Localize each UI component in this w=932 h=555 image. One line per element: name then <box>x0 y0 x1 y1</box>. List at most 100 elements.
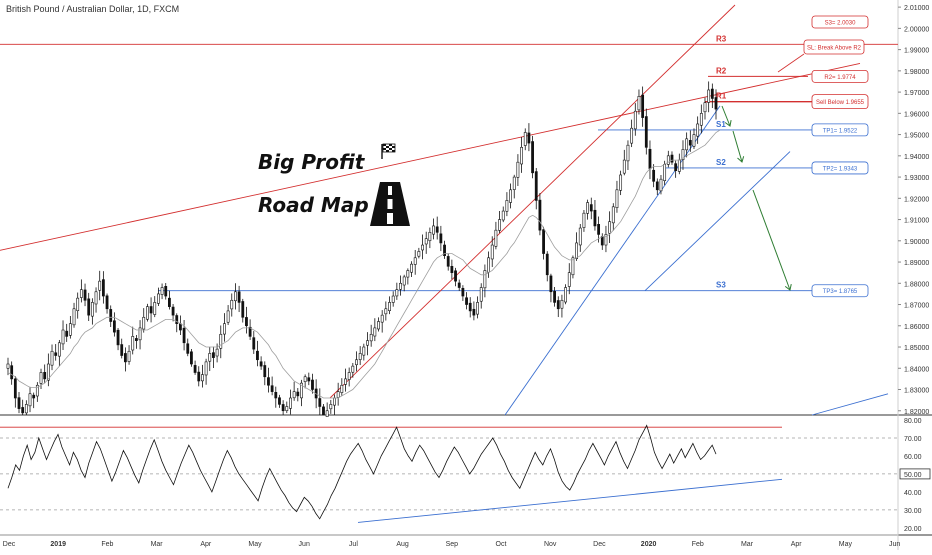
candle-body <box>424 238 428 245</box>
candle-body <box>39 372 43 384</box>
time-tick-label: Nov <box>544 541 557 548</box>
candle-body <box>193 365 197 373</box>
candle-body <box>17 397 21 409</box>
candle-body <box>90 302 94 317</box>
candle-body <box>417 251 421 257</box>
candle-body <box>641 94 645 118</box>
candle-body <box>112 320 116 333</box>
blue-lower-trendline <box>811 393 889 416</box>
candle-body <box>413 257 417 265</box>
candle-body <box>380 314 384 323</box>
candle-body <box>208 353 212 362</box>
candle-body <box>182 327 186 344</box>
candle-body <box>432 225 435 235</box>
candle-body <box>24 404 28 414</box>
candle-body <box>336 391 340 398</box>
callout-label: TP3= 1.8765 <box>823 289 858 295</box>
candle-body <box>685 138 689 151</box>
time-tick-label: Jul <box>349 541 358 548</box>
candle-body <box>175 315 179 324</box>
level-label-r1: R1 <box>716 92 727 101</box>
candle-body <box>230 299 234 310</box>
candle-body <box>329 404 333 410</box>
candle-body <box>648 148 652 169</box>
candle-body <box>670 154 674 163</box>
rsi-tick-label: 40.00 <box>904 490 922 497</box>
time-tick-label: Mar <box>151 541 164 548</box>
rsi-line <box>7 424 717 520</box>
candle-body <box>663 164 667 181</box>
candle-body <box>347 372 351 380</box>
candle-body <box>633 110 637 130</box>
candle-body <box>593 209 597 227</box>
rsi-value-badge <box>899 468 931 480</box>
candle-body <box>611 206 615 224</box>
candle-body <box>395 289 399 297</box>
candle-body <box>127 350 131 362</box>
green-arrow-1 <box>721 105 731 127</box>
candle-body <box>50 350 54 366</box>
candle-body <box>465 297 468 305</box>
price-tick-label: 1.95000 <box>904 133 929 140</box>
callout-box <box>811 94 869 110</box>
candle-body <box>270 385 274 392</box>
red-steep-trendline <box>329 4 736 399</box>
candle-body <box>65 330 69 337</box>
price-tick-label: 1.92000 <box>904 196 929 203</box>
candle-body <box>446 256 450 267</box>
price-tick-label: 1.99000 <box>904 48 929 55</box>
rsi-trendline <box>357 478 783 523</box>
candle-body <box>325 410 329 417</box>
price-tick-label: 1.89000 <box>904 260 929 267</box>
candle-body <box>186 343 190 354</box>
level-label-r2: R2 <box>716 66 727 75</box>
headline-line-2: Road Map <box>258 193 369 217</box>
time-tick-label: Mar <box>741 541 754 548</box>
rsi-tick-label: 80.00 <box>904 418 922 425</box>
candle-body <box>153 302 157 315</box>
candle-body <box>101 279 105 297</box>
candle-body <box>94 291 98 305</box>
candle-body <box>556 300 560 310</box>
candle-body <box>575 242 579 259</box>
price-tick-label: 1.87000 <box>904 303 929 310</box>
candle-body <box>472 308 476 316</box>
candle-body <box>538 199 542 231</box>
candle-body <box>263 365 267 378</box>
candle-body <box>545 253 549 276</box>
candle-body <box>388 302 391 311</box>
candle-body <box>234 291 237 302</box>
price-tick-label: 1.94000 <box>904 154 929 161</box>
headline-line-1: Big Profit <box>258 150 365 174</box>
candle-body <box>340 384 344 393</box>
candle-body <box>296 391 300 397</box>
time-tick-label: Dec <box>3 541 16 548</box>
candle-body <box>142 316 146 330</box>
callout-label: R2= 1.9774 <box>824 75 856 81</box>
time-tick-label: 2020 <box>641 541 657 548</box>
candle-body <box>626 144 630 162</box>
candle-body <box>501 210 505 221</box>
candle-body <box>688 140 692 146</box>
price-tick-label: 2.01000 <box>904 5 929 12</box>
callout-label: S3= 2.0030 <box>825 20 857 26</box>
candle-body <box>505 200 509 212</box>
candle-body <box>527 132 531 144</box>
candle-body <box>531 141 534 174</box>
candle-body <box>428 232 432 242</box>
candle-body <box>87 298 91 316</box>
rsi-tick-label: 20.00 <box>904 526 922 533</box>
callout-box <box>811 161 869 175</box>
candle-body <box>138 327 142 341</box>
candle-body <box>490 244 494 260</box>
candle-body <box>362 346 366 356</box>
candle-body <box>373 327 377 337</box>
candle-body <box>281 404 285 412</box>
candle-body <box>699 113 703 126</box>
candle-body <box>289 397 292 409</box>
candle-body <box>333 397 336 406</box>
candle-body <box>79 289 83 298</box>
candle-body <box>655 181 659 191</box>
candle-body <box>105 295 109 310</box>
candle-body <box>245 317 248 327</box>
